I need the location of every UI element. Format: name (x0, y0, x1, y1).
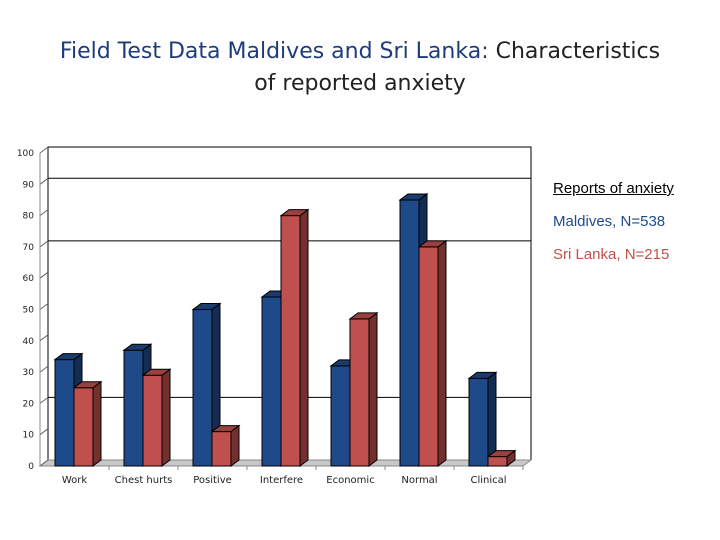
y-tick-50 (39, 303, 49, 310)
y-tick-30 (39, 365, 49, 373)
x-tick-label-interfere: Interfere (260, 475, 303, 486)
x-tick-label-work: Work (62, 475, 88, 486)
bar-maldives-positive (191, 302, 222, 467)
y-tick-label-40: 40 (23, 337, 35, 347)
title-part2: Characteristics (495, 39, 661, 64)
y-tick-label-70: 70 (23, 243, 35, 253)
y-tick-60 (39, 271, 49, 279)
bar-srilanka-positive (210, 424, 241, 467)
bar-srilanka-clinical (486, 449, 517, 467)
legend-title: Reports of anxiety (553, 180, 674, 197)
y-tick-90 (39, 177, 49, 185)
y-tick-label-60: 60 (23, 274, 35, 284)
bar-srilanka-interfere (279, 208, 310, 467)
chart-title: Field Test Data Maldives and Sri Lanka: … (0, 36, 720, 100)
y-tick-70 (39, 240, 49, 248)
y-tick-label-20: 20 (23, 399, 35, 409)
legend-item-maldives: Maldives, N=538 (553, 213, 666, 230)
y-tick-40 (39, 334, 49, 342)
x-tick-label-economic: Economic (326, 475, 374, 486)
bar-srilanka-work (72, 380, 103, 467)
x-tick-label-chest-hurts: Chest hurts (115, 475, 173, 486)
title-part1: Field Test Data Maldives and Sri Lanka: (59, 39, 489, 64)
y-tick-label-50: 50 (23, 306, 35, 316)
legend-item-srilanka: Sri Lanka, N=215 (553, 246, 670, 263)
y-tick-80 (39, 209, 49, 217)
y-tick-label-100: 100 (17, 149, 34, 159)
y-tick-label-80: 80 (23, 212, 35, 222)
y-tick-100 (39, 146, 49, 154)
x-tick-label-positive: Positive (193, 475, 232, 486)
y-tick-label-10: 10 (23, 431, 35, 441)
y-tick-label-0: 0 (28, 462, 34, 472)
x-tick-label-clinical: Clinical (470, 475, 506, 486)
y-tick-20 (39, 396, 49, 404)
y-tick-10 (39, 428, 49, 436)
x-tick-label-normal: Normal (401, 475, 437, 486)
y-tick-label-90: 90 (23, 180, 35, 190)
title-line2: of reported anxiety (254, 71, 466, 96)
y-tick-label-30: 30 (23, 368, 35, 378)
y-tick-0 (39, 459, 49, 467)
bar-srilanka-chest-hurts (141, 368, 172, 467)
legend: Reports of anxiety Maldives, N=538 Sri L… (553, 180, 674, 279)
bar-maldives-clinical (467, 371, 498, 467)
bar-srilanka-normal (417, 239, 448, 467)
bar-srilanka-economic (348, 311, 379, 467)
